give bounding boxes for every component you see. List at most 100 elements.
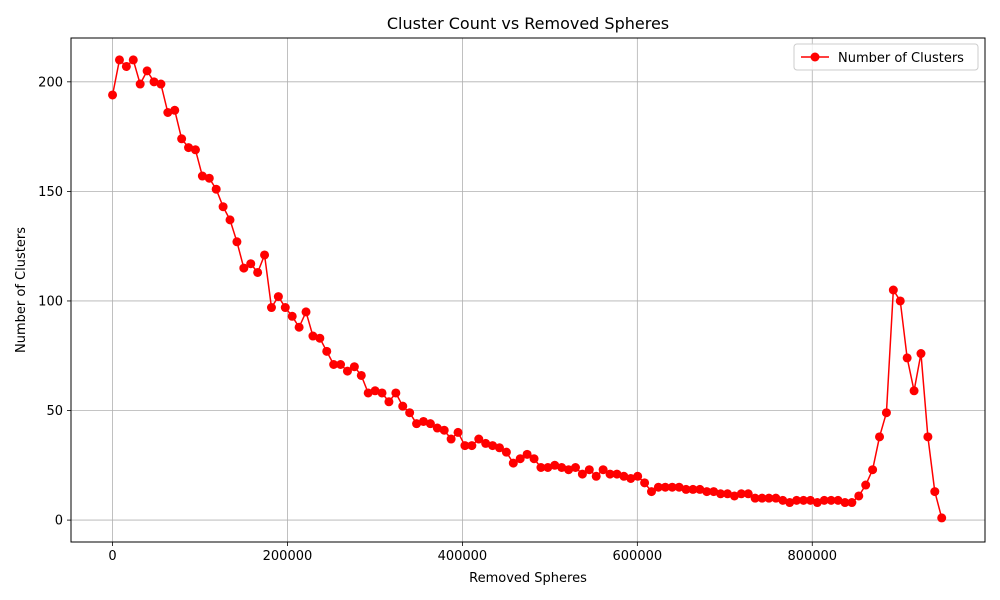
data-point <box>453 427 463 437</box>
data-point <box>370 386 380 396</box>
data-point <box>315 333 325 343</box>
data-point <box>342 366 352 376</box>
legend-label: Number of Clusters <box>838 51 964 66</box>
data-point <box>280 303 290 313</box>
x-axis-label: Removed Spheres <box>469 571 587 586</box>
data-point <box>170 105 180 115</box>
data-point <box>135 79 145 89</box>
data-point <box>377 388 387 398</box>
data-point <box>439 425 449 435</box>
x-tick-label: 600000 <box>613 549 663 564</box>
data-point <box>405 408 415 418</box>
legend-box <box>793 43 979 71</box>
data-point <box>923 432 933 442</box>
data-point <box>937 513 947 523</box>
data-point <box>557 463 567 472</box>
data-point <box>287 311 297 321</box>
data-point <box>916 349 926 359</box>
data-point <box>764 493 774 503</box>
data-point <box>695 484 705 494</box>
data-point <box>418 416 428 426</box>
data-point <box>536 463 546 472</box>
data-point <box>716 489 726 499</box>
data-point <box>246 259 256 269</box>
data-point <box>239 263 249 273</box>
data-point <box>674 482 684 492</box>
data-point <box>363 388 373 398</box>
y-tick-label: 200 <box>38 75 63 90</box>
data-point <box>570 463 580 472</box>
data-point <box>108 90 118 100</box>
data-point <box>647 487 656 497</box>
data-point <box>930 487 940 497</box>
data-point <box>128 55 138 65</box>
data-point <box>494 443 504 453</box>
data-point <box>398 401 408 411</box>
data-point <box>888 285 898 295</box>
data-point <box>460 441 470 451</box>
legend-marker-icon <box>810 52 820 62</box>
data-point <box>149 77 159 87</box>
data-point <box>598 465 608 475</box>
data-point <box>412 419 422 429</box>
data-point <box>792 495 802 505</box>
data-point <box>619 471 629 481</box>
data-point <box>875 432 885 442</box>
data-point <box>799 495 809 505</box>
data-point <box>177 134 187 144</box>
data-point <box>266 303 276 313</box>
y-tick-label: 100 <box>38 294 63 309</box>
y-axis-label: Number of Clusters <box>14 227 29 353</box>
data-point <box>577 469 587 479</box>
data-point <box>709 487 719 497</box>
data-point <box>218 202 228 212</box>
data-point <box>260 250 270 260</box>
data-point <box>432 423 442 433</box>
data-point <box>861 480 871 490</box>
data-point <box>467 441 477 451</box>
data-point <box>197 171 207 181</box>
data-point <box>840 498 850 508</box>
data-point <box>591 471 601 481</box>
data-point <box>273 292 283 302</box>
data-point <box>868 465 878 475</box>
chart-title: Cluster Count vs Removed Spheres <box>387 14 669 33</box>
data-point <box>121 61 131 71</box>
data-point <box>812 498 822 508</box>
data-point <box>349 362 359 372</box>
data-point <box>329 360 339 369</box>
data-point <box>612 469 622 479</box>
data-point <box>702 487 712 497</box>
y-tick-label: 50 <box>46 404 63 419</box>
legend: Number of Clusters <box>793 43 979 71</box>
data-point <box>384 397 394 407</box>
data-point <box>391 388 401 398</box>
data-point <box>294 322 304 332</box>
data-point <box>543 463 553 472</box>
data-point <box>474 434 484 444</box>
x-tick-label: 200000 <box>263 549 313 564</box>
data-point <box>322 346 332 356</box>
data-point <box>909 386 919 396</box>
data-point <box>301 307 311 317</box>
data-point <box>819 495 829 505</box>
data-point <box>564 465 574 475</box>
x-tick-label: 0 <box>108 549 116 564</box>
data-point <box>232 237 242 247</box>
data-point <box>785 498 795 508</box>
data-point <box>640 478 650 488</box>
data-point <box>156 79 166 89</box>
data-point <box>308 331 318 341</box>
data-point <box>854 491 864 501</box>
grid <box>71 38 985 542</box>
data-point <box>757 493 767 503</box>
data-point <box>163 108 173 117</box>
data-point <box>681 484 691 494</box>
data-point <box>501 447 511 457</box>
data-point <box>522 449 532 459</box>
data-point <box>211 184 221 194</box>
data-point <box>723 489 733 499</box>
data-point <box>826 495 836 505</box>
plot-area <box>70 37 986 543</box>
data-point <box>736 489 746 499</box>
